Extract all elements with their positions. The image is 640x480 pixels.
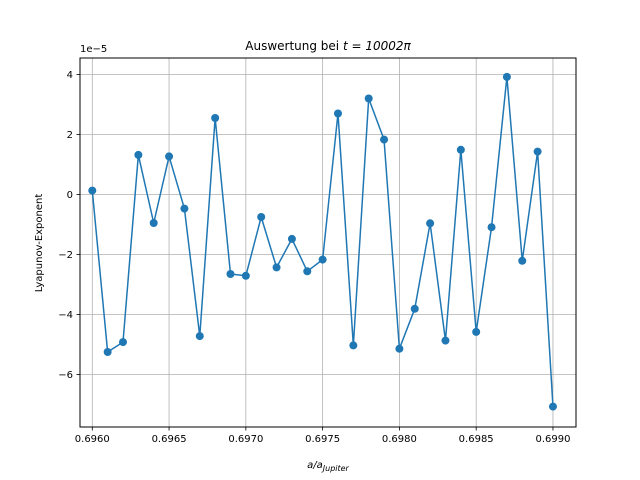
data-point — [456, 145, 465, 154]
plot-frame — [79, 57, 577, 428]
data-point — [226, 270, 235, 278]
y-tick-label: −4 — [58, 310, 73, 321]
data-point — [180, 204, 189, 213]
chart-title-prefix: Auswertung bei — [245, 39, 343, 53]
y-offset-text: 1e−5 — [80, 44, 107, 55]
grid — [80, 58, 576, 427]
data-point — [502, 72, 511, 81]
y-tick-label: 0 — [67, 190, 73, 201]
x-tick-label: 0.6965 — [152, 434, 187, 445]
data-point — [272, 263, 281, 272]
x-axis-label-main: a/a — [307, 460, 323, 471]
y-tick-label: 2 — [67, 130, 73, 141]
data-point — [441, 336, 450, 345]
x-axis-label: a/aJupiter — [307, 460, 349, 473]
data-point — [257, 213, 266, 221]
x-tick-label: 0.6970 — [228, 434, 263, 445]
x-axis-ticks: 0.6960 0.6965 0.6970 0.6975 0.6980 0.6985 0.69… — [75, 427, 570, 445]
data-point — [195, 332, 204, 341]
data-point — [134, 150, 143, 159]
data-point — [410, 304, 419, 313]
x-tick-label: 0.6975 — [305, 434, 340, 445]
data-point — [364, 94, 373, 103]
data-point — [287, 234, 296, 243]
data-point — [518, 256, 527, 265]
x-axis-label-sub: Jupiter — [321, 464, 350, 473]
x-tick-label: 0.6980 — [382, 434, 417, 445]
data-point — [211, 114, 220, 122]
data-point — [395, 344, 404, 353]
data-point — [472, 327, 481, 336]
y-axis-label: Lyapunov-Exponent — [34, 194, 45, 293]
data-point — [103, 348, 112, 356]
x-tick-label: 0.6990 — [535, 434, 570, 445]
data-point — [318, 255, 327, 264]
data-point — [533, 147, 542, 156]
x-tick-label: 0.6960 — [75, 434, 110, 445]
data-point — [165, 152, 174, 161]
data-point — [349, 341, 358, 350]
data-point — [241, 271, 250, 280]
data-point — [426, 219, 435, 228]
data-point — [303, 267, 312, 276]
data-point — [149, 219, 158, 227]
data-point — [487, 223, 496, 232]
data-point — [380, 135, 389, 144]
series-points — [88, 72, 557, 411]
data-point — [88, 186, 97, 195]
y-axis-ticks: −6 −4 −2 0 2 4 — [58, 70, 80, 381]
data-point — [333, 109, 342, 118]
x-tick-label: 0.6985 — [459, 434, 494, 445]
y-tick-label: 4 — [67, 70, 73, 81]
y-tick-label: −2 — [58, 250, 73, 261]
data-point — [548, 402, 557, 411]
chart-title: Auswertung bei t = 10002π — [245, 39, 411, 53]
data-point — [118, 338, 127, 347]
y-tick-label: −6 — [58, 370, 73, 381]
chart-title-math: t = 10002π — [343, 39, 412, 53]
